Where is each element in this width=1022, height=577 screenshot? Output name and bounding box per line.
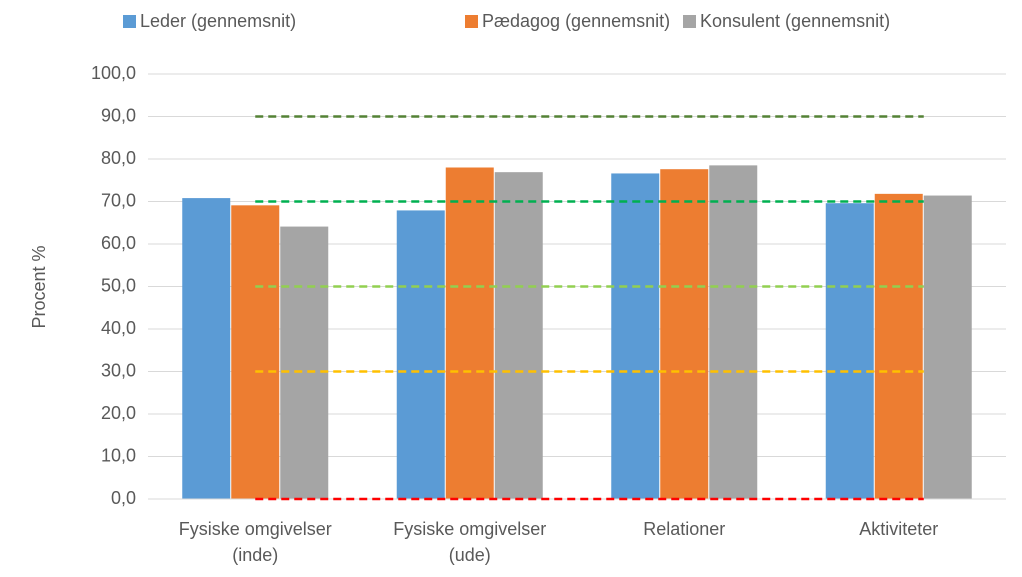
- bar: [396, 210, 445, 500]
- y-tick-label: 70,0: [101, 190, 136, 210]
- bar: [874, 193, 923, 499]
- bar: [709, 165, 758, 499]
- legend-swatch: [465, 15, 478, 28]
- y-tick-label: 40,0: [101, 318, 136, 338]
- bar: [445, 167, 494, 499]
- y-tick-label: 60,0: [101, 233, 136, 253]
- x-tick-label: Fysiske omgivelser: [179, 519, 332, 539]
- y-tick-label: 10,0: [101, 445, 136, 465]
- bar: [280, 226, 329, 499]
- bar: [611, 173, 660, 499]
- x-tick-label: (ude): [449, 545, 491, 565]
- y-tick-label: 100,0: [91, 63, 136, 83]
- bar: [182, 198, 231, 499]
- x-tick-label: (inde): [232, 545, 278, 565]
- legend-label: Leder (gennemsnit): [140, 11, 296, 31]
- y-tick-label: 90,0: [101, 105, 136, 125]
- x-tick-label: Fysiske omgivelser: [393, 519, 546, 539]
- legend-label: Konsulent (gennemsnit): [700, 11, 890, 31]
- legend-swatch: [683, 15, 696, 28]
- bar: [825, 203, 874, 499]
- y-tick-label: 50,0: [101, 275, 136, 295]
- bar: [660, 169, 709, 499]
- y-tick-label: 0,0: [111, 488, 136, 508]
- x-tick-label: Aktiviteter: [859, 519, 938, 539]
- bar: [494, 172, 543, 500]
- legend-swatch: [123, 15, 136, 28]
- legend-label: Pædagog (gennemsnit): [482, 11, 670, 31]
- bar: [231, 205, 280, 499]
- x-tick-label: Relationer: [643, 519, 725, 539]
- y-tick-label: 80,0: [101, 148, 136, 168]
- y-tick-label: 20,0: [101, 403, 136, 423]
- y-tick-label: 30,0: [101, 360, 136, 380]
- y-axis-label: Procent %: [29, 245, 49, 328]
- bar: [923, 195, 972, 500]
